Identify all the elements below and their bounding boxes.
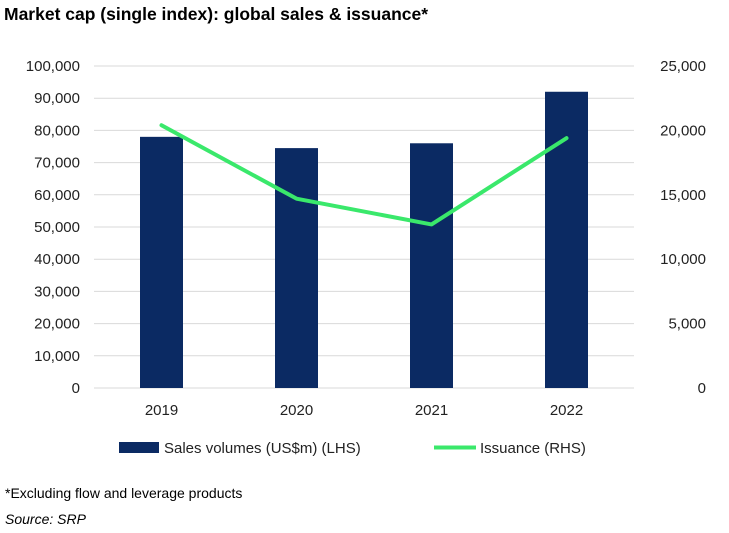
line-point — [430, 222, 433, 226]
line-point — [295, 197, 298, 201]
legend-label-issuance: Issuance (RHS) — [480, 440, 586, 457]
x-axis-tick-label: 2021 — [415, 402, 448, 419]
right-axis-tick-label: 0 — [698, 380, 706, 397]
right-axis-tick-label: 20,000 — [660, 122, 706, 139]
right-axis-tick-label: 10,000 — [660, 251, 706, 268]
left-axis-tick-label: 90,000 — [34, 90, 80, 107]
bar — [545, 91, 588, 388]
left-axis-tick-label: 100,000 — [26, 58, 80, 75]
left-axis-tick-label: 70,000 — [34, 155, 80, 172]
right-axis-tick-label: 15,000 — [660, 187, 706, 204]
left-axis-tick-label: 50,000 — [34, 219, 80, 236]
issuance-line — [159, 123, 569, 227]
gridlines — [94, 65, 634, 389]
left-axis-tick-label: 60,000 — [34, 187, 80, 204]
bar — [275, 148, 318, 388]
legend-label-sales: Sales volumes (US$m) (LHS) — [164, 440, 361, 457]
bar — [140, 136, 183, 388]
left-axis-tick-label: 10,000 — [34, 348, 80, 365]
chart-title: Market cap (single index): global sales … — [4, 4, 429, 24]
left-axis-tick-label: 30,000 — [34, 283, 80, 300]
left-axis-tick-label: 40,000 — [34, 251, 80, 268]
line-point — [565, 136, 568, 140]
line-point — [160, 123, 163, 127]
left-axis-tick-label: 20,000 — [34, 316, 80, 333]
bar — [410, 143, 453, 388]
line-series — [159, 123, 569, 227]
source-note: Source: SRP — [5, 511, 86, 527]
x-axis-ticks: 2019 2020 2021 2022 — [145, 402, 583, 419]
x-axis-tick-label: 2022 — [550, 402, 583, 419]
right-axis-tick-label: 5,000 — [668, 316, 706, 333]
right-axis-tick-label: 25,000 — [660, 58, 706, 75]
left-axis-tick-label: 80,000 — [34, 122, 80, 139]
footnote: *Excluding flow and leverage products — [5, 485, 243, 501]
x-axis-tick-label: 2020 — [280, 402, 313, 419]
left-axis-ticks: 0 10,000 20,000 30,000 40,000 50,000 60,000 70,… — [26, 58, 80, 397]
left-axis-tick-label: 0 — [72, 380, 80, 397]
x-axis-tick-label: 2019 — [145, 402, 178, 419]
combo-chart: 0 10,000 20,000 30,000 40,000 50,000 60,000 70,… — [26, 58, 706, 457]
right-axis-ticks: 0 5,000 10,000 15,000 20,000 25,000 — [660, 58, 706, 397]
bar-series — [140, 91, 588, 388]
legend-swatch-bar — [119, 442, 159, 453]
legend: Sales volumes (US$m) (LHS) Issuance (RHS… — [119, 440, 586, 457]
